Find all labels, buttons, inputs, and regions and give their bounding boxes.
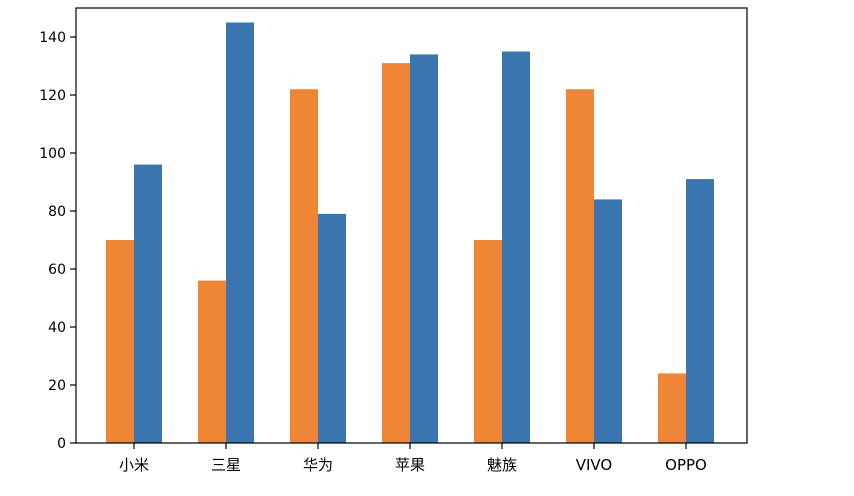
bar-s1-VIVO (566, 89, 594, 443)
y-tick-label-140: 140 (39, 30, 66, 46)
bar-s2-VIVO (594, 199, 622, 443)
bar-s1-三星 (198, 280, 226, 443)
bar-s2-小米 (134, 164, 162, 443)
x-tick-label-华为: 华为 (303, 456, 333, 474)
y-tick-label-60: 60 (48, 262, 66, 278)
y-tick-label-120: 120 (39, 88, 66, 104)
bar-s2-苹果 (410, 54, 438, 444)
y-tick-label-20: 20 (48, 378, 66, 394)
x-tick-label-OPPO: OPPO (665, 456, 707, 474)
bar-s1-小米 (106, 240, 134, 443)
bar-s2-华为 (318, 213, 346, 443)
bar-s1-OPPO (658, 373, 686, 443)
bars-layer (106, 22, 714, 444)
bar-s2-三星 (226, 22, 254, 443)
x-tick-label-魅族: 魅族 (487, 456, 517, 474)
y-tick-label-80: 80 (48, 204, 66, 220)
bar-s1-华为 (290, 89, 318, 443)
bar-s1-苹果 (382, 63, 410, 443)
bar-s2-魅族 (502, 51, 530, 443)
x-tick-label-苹果: 苹果 (395, 456, 425, 474)
y-tick-label-0: 0 (57, 436, 66, 452)
bar-s2-OPPO (686, 179, 714, 443)
bar-s1-魅族 (474, 240, 502, 443)
x-tick-label-小米: 小米 (119, 456, 149, 474)
axes-layer: 0 20 40 60 80 100 120 140 小米 三星 华为 苹果 魅族 VIVO OPPO (39, 7, 748, 474)
x-tick-label-VIVO: VIVO (576, 456, 613, 474)
plot-frame (75, 7, 748, 444)
x-tick-label-三星: 三星 (211, 456, 241, 474)
y-tick-label-40: 40 (48, 320, 66, 336)
y-tick-label-100: 100 (39, 146, 66, 162)
